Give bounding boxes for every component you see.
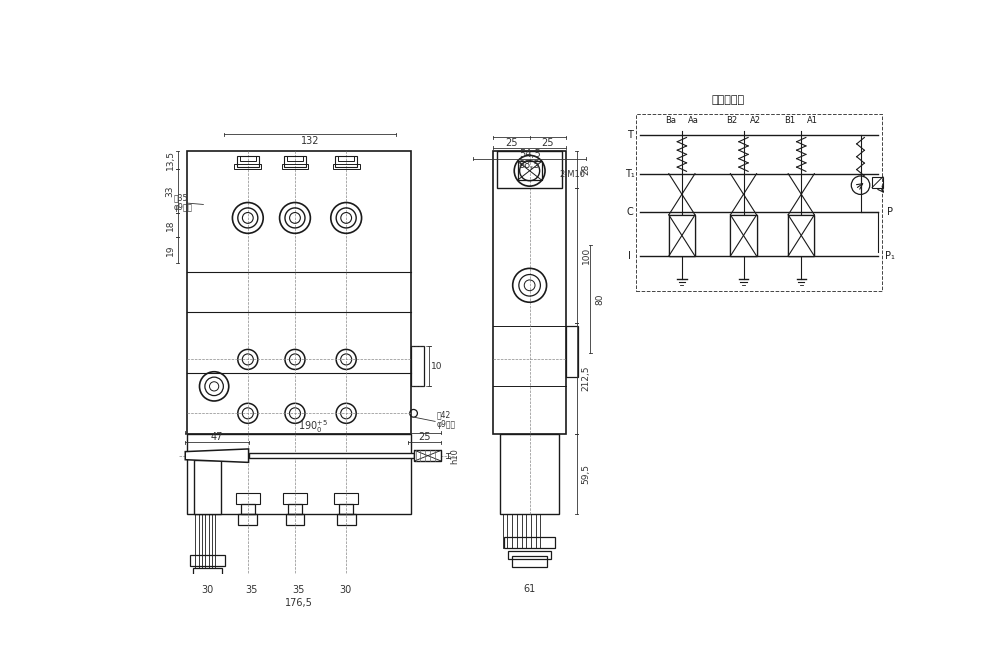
- Text: P: P: [887, 207, 893, 217]
- Text: T: T: [627, 130, 632, 140]
- Text: 35: 35: [292, 585, 305, 595]
- Text: 54,5: 54,5: [519, 149, 541, 159]
- Bar: [518, 161, 542, 180]
- Bar: [338, 156, 354, 161]
- Text: 18: 18: [166, 219, 175, 231]
- Text: Aa: Aa: [688, 116, 699, 125]
- Bar: [286, 514, 304, 525]
- Text: 132: 132: [301, 135, 319, 146]
- Bar: [339, 504, 353, 514]
- Text: 液压原理图: 液压原理图: [712, 95, 745, 106]
- Bar: [194, 461, 221, 514]
- Bar: [497, 150, 562, 188]
- Bar: [238, 514, 257, 525]
- Text: 47: 47: [211, 432, 223, 442]
- Bar: [337, 514, 356, 525]
- Bar: [334, 493, 358, 504]
- Bar: [566, 326, 578, 377]
- Bar: [195, 578, 220, 584]
- Bar: [287, 156, 303, 161]
- Text: 59,5: 59,5: [582, 464, 591, 484]
- Text: 19: 19: [166, 244, 175, 256]
- Text: Ba: Ba: [665, 116, 676, 125]
- Text: 10: 10: [431, 362, 442, 371]
- Text: A2: A2: [750, 116, 761, 125]
- Bar: [236, 493, 260, 504]
- Text: 176,5: 176,5: [285, 597, 313, 608]
- Text: I: I: [628, 251, 631, 261]
- Bar: [512, 556, 547, 567]
- Text: 2-M10: 2-M10: [559, 170, 585, 179]
- Text: C: C: [626, 207, 633, 217]
- Bar: [190, 555, 225, 566]
- Text: 212,5: 212,5: [582, 366, 591, 391]
- Text: φ9螺孔: φ9螺孔: [174, 203, 193, 212]
- Bar: [284, 156, 306, 166]
- Text: 深42: 深42: [436, 410, 451, 419]
- Bar: [240, 156, 256, 161]
- Text: B1: B1: [784, 116, 795, 125]
- Bar: [508, 551, 551, 559]
- Text: 61: 61: [524, 584, 536, 594]
- Text: 100: 100: [582, 247, 591, 264]
- Bar: [193, 568, 222, 577]
- Text: 25: 25: [505, 138, 518, 148]
- Bar: [187, 433, 411, 514]
- Text: T₁: T₁: [625, 168, 634, 179]
- Text: 30: 30: [339, 585, 352, 595]
- Bar: [288, 504, 302, 514]
- Bar: [335, 156, 357, 166]
- Text: B2: B2: [726, 116, 738, 125]
- Bar: [187, 150, 411, 433]
- Text: 13,5: 13,5: [166, 150, 175, 170]
- Bar: [234, 164, 261, 170]
- Bar: [241, 504, 255, 514]
- Bar: [282, 164, 308, 170]
- Bar: [504, 537, 555, 548]
- Bar: [636, 114, 882, 291]
- Bar: [730, 215, 757, 256]
- Bar: [730, 215, 757, 256]
- Text: A1: A1: [807, 116, 818, 125]
- Bar: [788, 215, 814, 256]
- Bar: [493, 150, 566, 433]
- Bar: [500, 433, 559, 514]
- Bar: [669, 215, 695, 256]
- Bar: [249, 453, 414, 459]
- Text: 25: 25: [542, 138, 554, 148]
- Bar: [237, 156, 259, 166]
- Text: 28: 28: [582, 164, 591, 175]
- Text: 25: 25: [418, 432, 431, 442]
- Text: φ9螺孔: φ9螺孔: [436, 420, 456, 428]
- Text: h10: h10: [450, 448, 459, 464]
- Bar: [333, 164, 360, 170]
- Polygon shape: [185, 449, 249, 462]
- Bar: [788, 215, 814, 256]
- Bar: [669, 215, 695, 256]
- Text: 35: 35: [245, 585, 257, 595]
- Text: 80: 80: [595, 293, 604, 304]
- Bar: [414, 450, 441, 461]
- Text: P₁: P₁: [885, 251, 895, 261]
- Text: 33: 33: [166, 185, 175, 197]
- Text: 30: 30: [201, 585, 214, 595]
- Bar: [872, 177, 883, 188]
- Text: 190$^{+5}_{0}$: 190$^{+5}_{0}$: [298, 418, 328, 435]
- Bar: [283, 493, 307, 504]
- Bar: [411, 346, 424, 386]
- Text: 88,5: 88,5: [519, 160, 540, 170]
- Text: 深35: 深35: [174, 194, 188, 203]
